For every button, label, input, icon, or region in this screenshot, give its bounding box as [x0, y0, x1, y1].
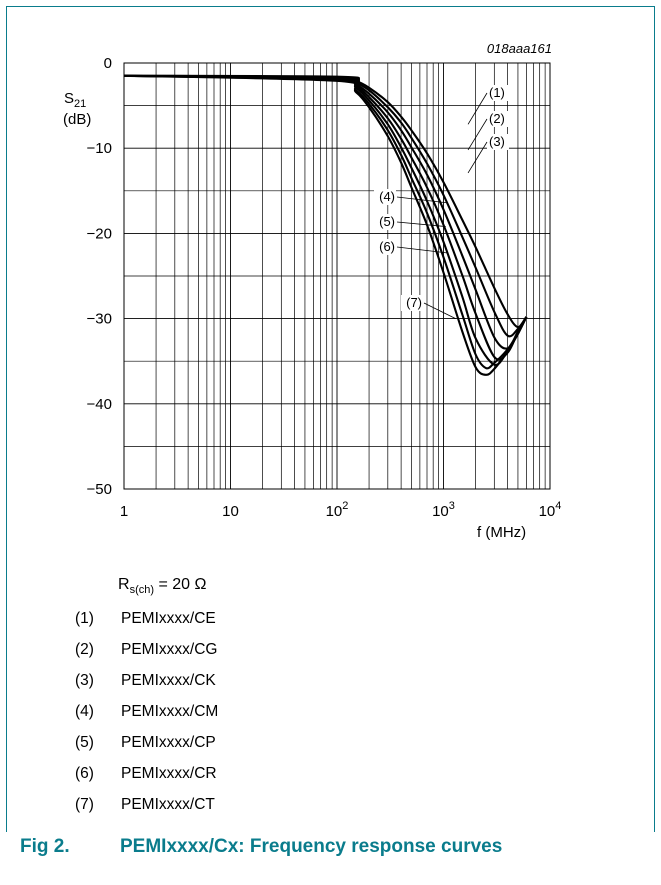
- legend-label: PEMIxxxx/CE: [121, 610, 216, 627]
- curve-label: (5): [379, 214, 395, 229]
- legend-num: (2): [75, 641, 94, 658]
- legend-num: (7): [75, 796, 94, 813]
- legend-label: PEMIxxxx/CR: [121, 765, 217, 782]
- y-tick-label: −20: [87, 225, 112, 242]
- leader-line: [467, 118, 488, 151]
- legend-label: PEMIxxxx/CK: [121, 672, 216, 689]
- series-layer: [123, 74, 528, 376]
- curve-label: (7): [406, 295, 422, 310]
- leader-line: [423, 302, 456, 319]
- frequency-response-chart: (1) (2) (3) (4) (5) (6) (7) 0 −10 −20 −30 −40 −50 1 1…: [63, 41, 562, 541]
- leader-line: [467, 141, 488, 174]
- grid-layer: [123, 62, 551, 490]
- figure-code: 018aaa161: [487, 41, 552, 56]
- x-tick-label: 103: [432, 500, 455, 520]
- x-tick-label: 1: [120, 503, 128, 520]
- curve-label-bg: [374, 214, 396, 230]
- figure-number: Fig 2.: [20, 836, 70, 857]
- curve-label-bg: [487, 85, 509, 101]
- y-tick-label: −50: [87, 481, 112, 498]
- curve-label: (2): [489, 111, 505, 126]
- series-line-6: [123, 74, 528, 370]
- curve-label: (3): [489, 134, 505, 149]
- legend-num: (5): [75, 734, 94, 751]
- series-line-1: [123, 74, 528, 329]
- legend-item-5: (5) PEMIxxxx/CP: [75, 734, 216, 752]
- legend-num: (4): [75, 703, 94, 720]
- legend-item-2: (2) PEMIxxxx/CG: [75, 641, 217, 659]
- legend-item-7: (7) PEMIxxxx/CT: [75, 796, 215, 814]
- annotation-layer: (1) (2) (3) (4) (5) (6) (7): [374, 85, 509, 319]
- curve-label-bg: [487, 134, 509, 150]
- legend-num: (3): [75, 672, 94, 689]
- y-axis-label: S21: [64, 90, 86, 110]
- legend-num: (1): [75, 610, 94, 627]
- x-tick-label: 102: [326, 500, 349, 520]
- figure-title: PEMIxxxx/Cx: Frequency response curves: [120, 836, 503, 857]
- tick-label-layer: 0 −10 −20 −30 −40 −50 1 10 102 103 104: [87, 55, 562, 520]
- y-tick-label: −10: [87, 140, 112, 157]
- condition-note: Rs(ch) = 20 Ω: [118, 576, 207, 597]
- legend-label: PEMIxxxx/CT: [121, 796, 215, 813]
- plot-frame: [123, 62, 551, 490]
- x-axis-label: f (MHz): [477, 524, 526, 541]
- leader-line: [396, 246, 448, 254]
- curve-label-bg: [487, 111, 509, 127]
- leader-line: [467, 92, 488, 125]
- figure-frame: [6, 6, 655, 832]
- legend-label: PEMIxxxx/CP: [121, 734, 216, 751]
- legend-item-1: (1) PEMIxxxx/CE: [75, 610, 216, 628]
- series-line-4: [123, 74, 528, 361]
- y-axis-unit: (dB): [63, 111, 91, 128]
- figure-caption: Fig 2. PEMIxxxx/Cx: Frequency response cu…: [20, 836, 502, 858]
- legend-item-4: (4) PEMIxxxx/CM: [75, 703, 218, 721]
- y-tick-label: −30: [87, 311, 112, 328]
- series-line-5: [123, 74, 528, 366]
- curve-label-bg: [401, 295, 423, 311]
- curve-label: (1): [489, 85, 505, 100]
- curve-label: (6): [379, 239, 395, 254]
- y-tick-label: −40: [87, 396, 112, 413]
- x-tick-label: 10: [222, 503, 239, 520]
- leader-line: [396, 196, 447, 204]
- series-line-2: [123, 74, 528, 338]
- y-tick-label: 0: [104, 55, 112, 72]
- legend-label: PEMIxxxx/CM: [121, 703, 219, 720]
- curve-label: (4): [379, 189, 395, 204]
- legend-num: (6): [75, 765, 94, 782]
- legend-item-6: (6) PEMIxxxx/CR: [75, 765, 217, 783]
- leader-line: [396, 221, 446, 227]
- curve-label-bg: [374, 239, 396, 255]
- x-tick-label: 104: [539, 500, 562, 520]
- legend-label: PEMIxxxx/CG: [121, 641, 218, 658]
- legend-item-3: (3) PEMIxxxx/CK: [75, 672, 216, 690]
- curve-label-bg: [374, 189, 396, 205]
